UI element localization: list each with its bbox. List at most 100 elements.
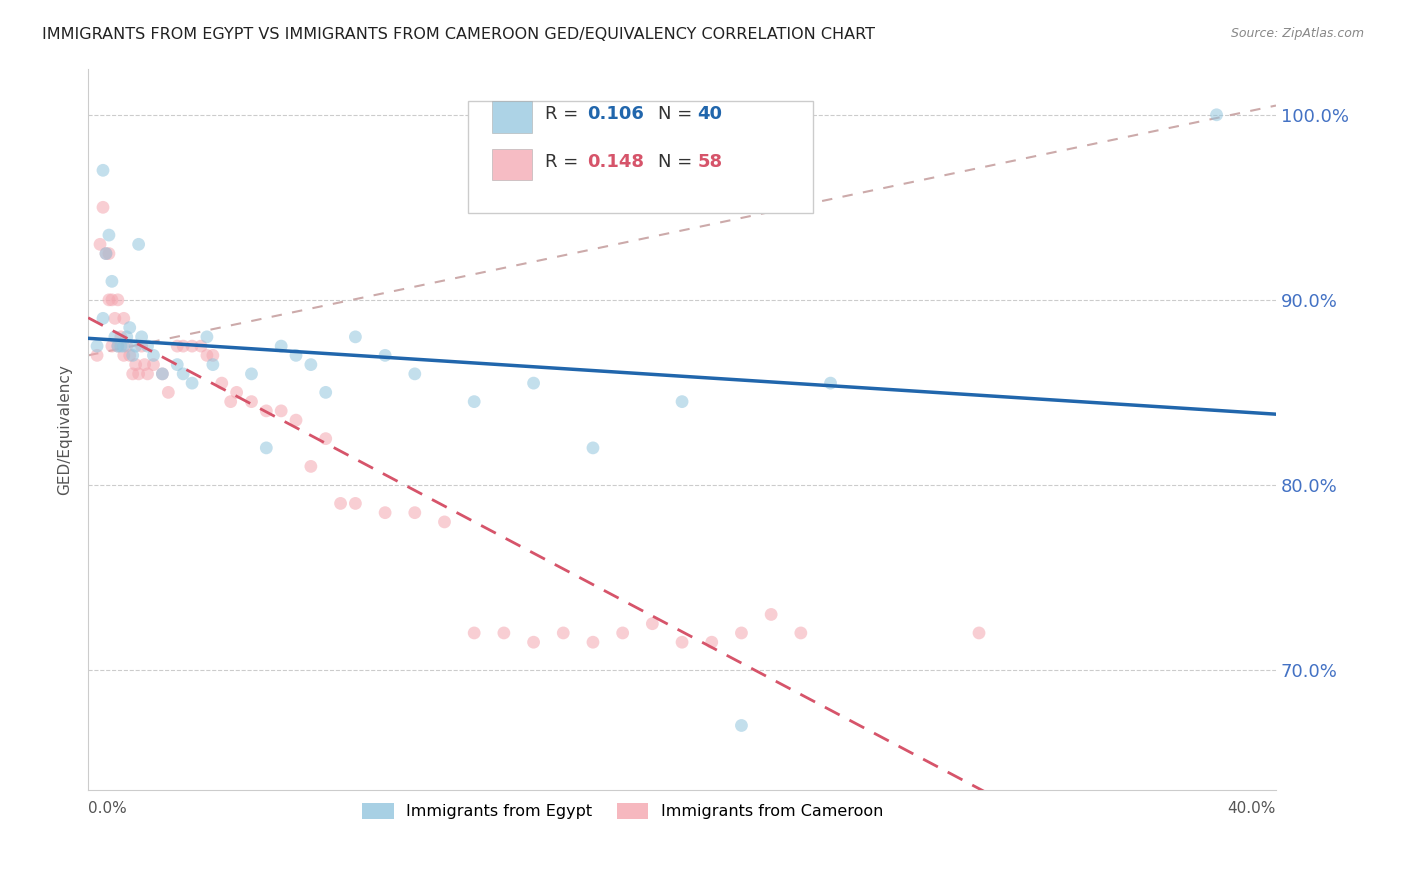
Point <box>112 311 135 326</box>
Point <box>131 339 153 353</box>
Point <box>150 367 173 381</box>
Point <box>110 339 132 353</box>
Point <box>201 348 224 362</box>
Point <box>463 626 485 640</box>
Point <box>404 506 426 520</box>
Point <box>1205 108 1227 122</box>
Point <box>523 635 546 649</box>
Point <box>134 358 156 372</box>
Point <box>190 339 212 353</box>
Text: IMMIGRANTS FROM EGYPT VS IMMIGRANTS FROM CAMEROON GED/EQUIVALENCY CORRELATION CH: IMMIGRANTS FROM EGYPT VS IMMIGRANTS FROM… <box>42 27 875 42</box>
Text: 0.148: 0.148 <box>588 153 644 171</box>
Point <box>219 394 242 409</box>
Point <box>172 367 194 381</box>
Point <box>118 348 141 362</box>
Point <box>121 367 143 381</box>
Point <box>136 339 159 353</box>
Point <box>118 320 141 334</box>
Point <box>89 237 111 252</box>
Point <box>730 626 752 640</box>
FancyBboxPatch shape <box>492 101 533 133</box>
Point <box>254 441 277 455</box>
Point <box>344 496 367 510</box>
Point <box>181 376 204 391</box>
Text: 0.0%: 0.0% <box>89 801 127 816</box>
Point <box>285 413 308 427</box>
Point <box>157 385 180 400</box>
Point <box>142 348 165 362</box>
Point <box>374 506 396 520</box>
Point <box>124 339 146 353</box>
Point <box>240 394 263 409</box>
Point <box>91 163 114 178</box>
Point <box>131 330 153 344</box>
Text: N =: N = <box>658 153 699 171</box>
Point <box>790 626 813 640</box>
Point <box>433 515 456 529</box>
Point <box>315 432 337 446</box>
Point <box>166 358 188 372</box>
Point <box>86 348 108 362</box>
Point <box>523 376 546 391</box>
Point <box>463 394 485 409</box>
Y-axis label: GED/Equivalency: GED/Equivalency <box>58 364 72 495</box>
Point <box>492 626 515 640</box>
Text: N =: N = <box>658 105 699 123</box>
Point <box>94 246 117 260</box>
Text: 40.0%: 40.0% <box>1227 801 1277 816</box>
Point <box>270 339 292 353</box>
Point <box>115 339 138 353</box>
Point <box>112 339 135 353</box>
Point <box>211 376 233 391</box>
Point <box>671 635 693 649</box>
Point <box>172 339 194 353</box>
Point <box>124 358 146 372</box>
Point <box>344 330 367 344</box>
Point <box>86 339 108 353</box>
Point <box>582 441 605 455</box>
Point <box>107 293 129 307</box>
Point <box>128 367 150 381</box>
Point <box>299 459 322 474</box>
Point <box>166 339 188 353</box>
Text: R =: R = <box>546 153 585 171</box>
Point <box>967 626 990 640</box>
Text: 40: 40 <box>697 105 723 123</box>
Point <box>195 348 218 362</box>
Point <box>97 293 120 307</box>
Point <box>671 394 693 409</box>
Point <box>91 311 114 326</box>
Point <box>150 367 173 381</box>
Point <box>136 367 159 381</box>
Point <box>700 635 723 649</box>
FancyBboxPatch shape <box>468 101 813 213</box>
Point <box>240 367 263 381</box>
Point <box>112 348 135 362</box>
Point <box>104 330 127 344</box>
Text: R =: R = <box>546 105 585 123</box>
Point <box>270 404 292 418</box>
Point <box>97 246 120 260</box>
Point <box>181 339 204 353</box>
FancyBboxPatch shape <box>492 149 533 180</box>
Point <box>142 358 165 372</box>
Point <box>101 274 124 288</box>
Point <box>97 228 120 243</box>
Point <box>91 200 114 214</box>
Point <box>195 330 218 344</box>
Point <box>329 496 352 510</box>
Point <box>121 348 143 362</box>
Point <box>582 635 605 649</box>
Point <box>315 385 337 400</box>
Point <box>115 330 138 344</box>
Point <box>730 718 752 732</box>
Text: Source: ZipAtlas.com: Source: ZipAtlas.com <box>1230 27 1364 40</box>
Point <box>553 626 575 640</box>
Text: 58: 58 <box>697 153 723 171</box>
Point <box>110 330 132 344</box>
Point <box>285 348 308 362</box>
Point <box>374 348 396 362</box>
Point <box>104 311 127 326</box>
Legend: Immigrants from Egypt, Immigrants from Cameroon: Immigrants from Egypt, Immigrants from C… <box>356 797 890 826</box>
Point <box>612 626 634 640</box>
